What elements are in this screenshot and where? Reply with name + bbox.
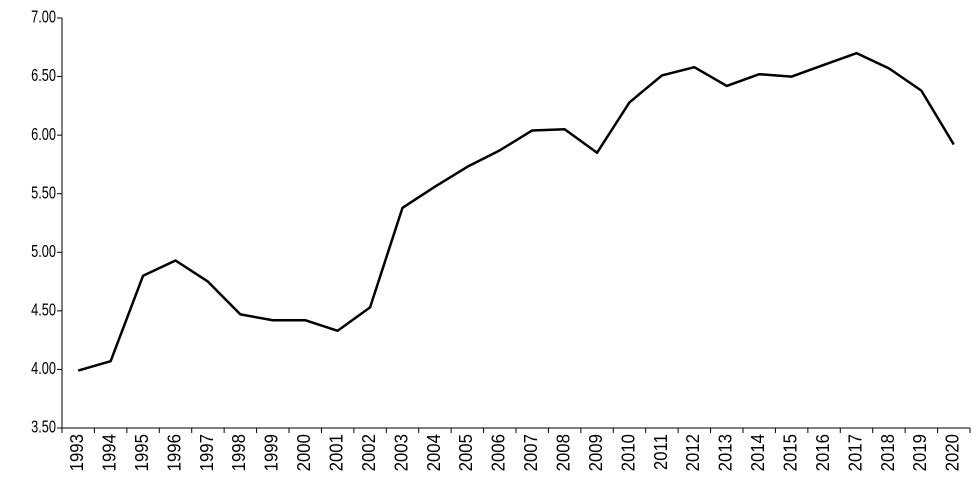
y-tick-label: 6.00 [31,125,56,144]
x-tick-label: 2001 [326,434,347,471]
x-tick-label: 2002 [358,434,379,471]
x-tick-label: 2004 [423,434,444,472]
x-tick-label: 2008 [553,434,574,472]
x-tick-label: 2013 [715,434,736,472]
x-tick-label: 2017 [845,434,866,471]
x-tick-label: 2018 [877,434,898,472]
x-tick-label: 2019 [910,434,931,471]
x-tick-label: 2003 [391,434,412,472]
y-tick-label: 4.00 [31,359,56,378]
x-tick-label: 2015 [780,434,801,472]
x-tick-label: 1995 [131,434,152,472]
x-tick-label: 1999 [261,434,282,471]
x-tick-label: 2020 [942,434,963,472]
y-tick-label: 3.50 [31,418,56,437]
line-series [77,51,955,372]
y-tick-label: 5.00 [31,242,56,261]
x-tick-label: 2014 [747,434,768,472]
y-tick-label: 5.50 [31,183,56,202]
x-tick-label: 1996 [164,434,185,472]
x-tick-label: 2006 [488,434,509,472]
y-tick-label: 6.50 [31,66,56,85]
x-tick-label: 2010 [618,434,639,472]
x-tick-label: 2011 [650,434,671,470]
x-tick-label: 1994 [99,434,120,472]
y-tick-label: 4.50 [31,301,56,320]
x-tick-label: 2016 [812,434,833,472]
x-tick-label: 2005 [456,434,477,472]
x-tick-label: 1997 [196,434,217,471]
x-tick-label: 2012 [683,434,704,471]
x-tick-label: 2000 [293,434,314,472]
x-tick-label: 2007 [520,434,541,471]
x-tick-label: 1998 [229,434,250,472]
y-tick-label: 7.00 [31,8,56,27]
x-tick-label: 2009 [585,434,606,471]
x-tick-label: 1993 [66,434,87,472]
